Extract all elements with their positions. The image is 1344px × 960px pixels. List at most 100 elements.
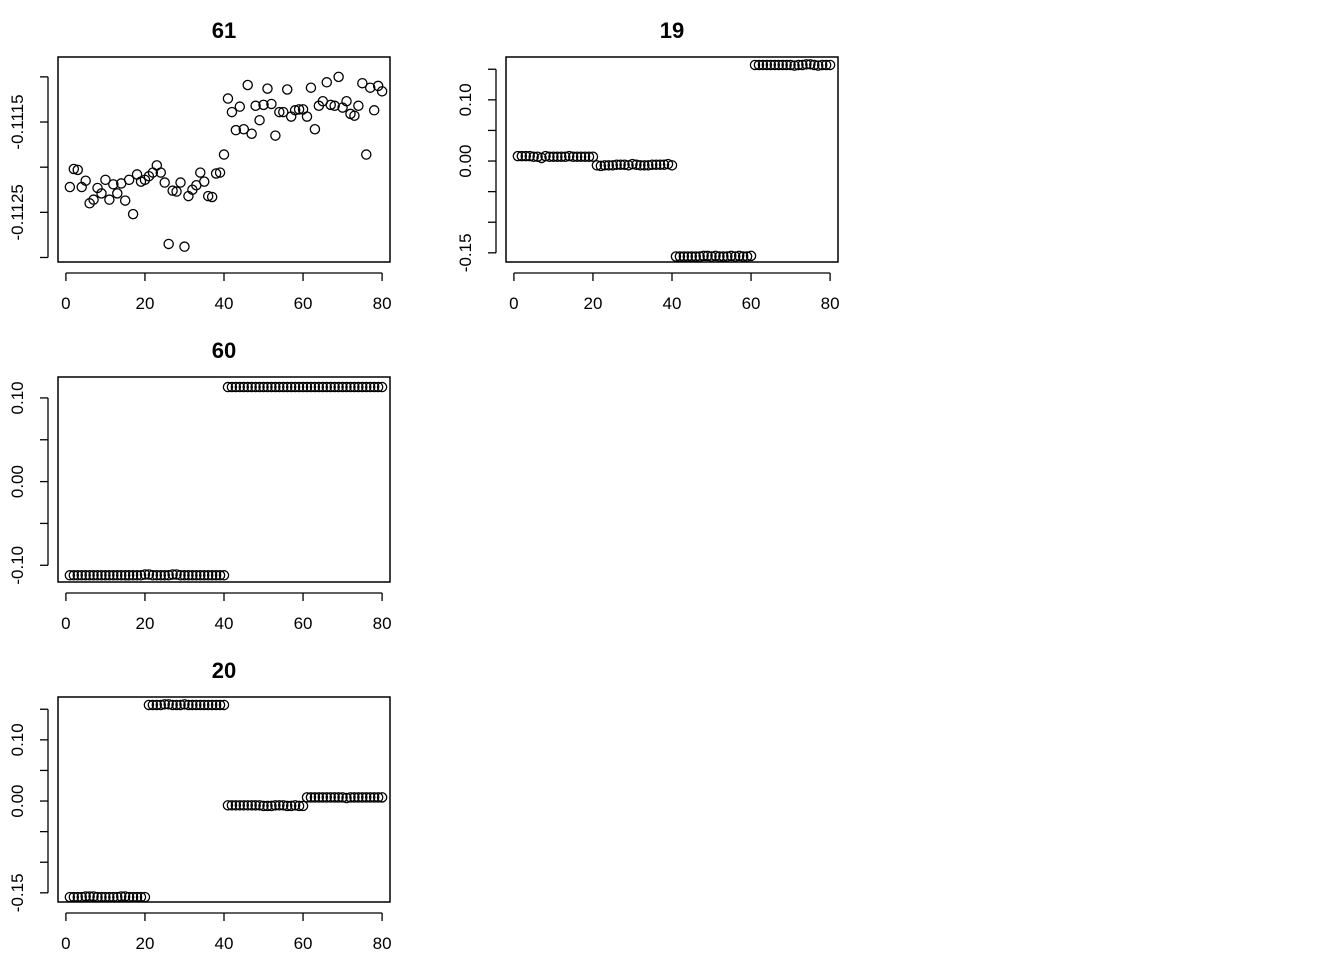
data-point: [238, 800, 250, 811]
data-point: [329, 792, 340, 803]
chart-title: 60: [212, 338, 236, 363]
data-point: [345, 792, 356, 803]
data-point: [171, 186, 182, 197]
data-point: [349, 381, 360, 393]
data-point: [139, 569, 151, 580]
data-point: [289, 381, 301, 393]
data-point: [171, 569, 182, 580]
x-tick-label: 80: [373, 614, 392, 633]
data-point: [341, 96, 352, 107]
x-tick-label: 40: [215, 614, 234, 633]
data-point: [143, 569, 155, 580]
data-point: [266, 381, 277, 393]
data-point: [222, 93, 234, 104]
data-point: [258, 99, 269, 111]
data-point: [112, 891, 123, 903]
data-point: [115, 891, 127, 902]
data-point: [544, 151, 555, 162]
y-tick-label: 0.10: [8, 381, 27, 414]
data-point: [289, 800, 301, 811]
chart-title: 20: [212, 658, 236, 683]
data-point: [820, 59, 832, 71]
chart-title: 19: [660, 18, 684, 43]
data-point: [278, 800, 289, 811]
data-point: [512, 150, 524, 162]
data-point: [611, 159, 622, 170]
data-point: [781, 59, 792, 71]
data-point: [368, 105, 380, 116]
data-point: [599, 160, 611, 171]
y-tick-label: 0.00: [8, 784, 27, 817]
data-point: [214, 570, 226, 581]
data-point: [658, 159, 670, 170]
data-point: [579, 151, 591, 162]
data-point: [167, 699, 178, 711]
data-point: [603, 160, 615, 171]
data-point: [321, 792, 333, 803]
data-point: [234, 800, 246, 811]
data-point: [258, 381, 269, 393]
data-point: [167, 185, 178, 196]
data-point: [147, 570, 159, 581]
data-point: [773, 59, 784, 71]
data-point: [619, 159, 630, 170]
y-tick-label: -0.15: [8, 873, 27, 912]
data-point: [670, 251, 682, 262]
data-point: [266, 800, 277, 812]
data-point: [364, 82, 376, 93]
x-tick-label: 60: [294, 294, 313, 313]
data-point: [583, 151, 595, 162]
data-point: [372, 792, 384, 803]
data-point: [175, 570, 186, 581]
data-point: [179, 570, 190, 581]
data-point: [210, 168, 222, 179]
data-point: [293, 104, 305, 115]
data-point: [183, 699, 194, 711]
data-point: [812, 60, 824, 71]
data-point: [325, 792, 336, 803]
data-point: [297, 381, 309, 393]
x-tick-label: 60: [742, 294, 761, 313]
data-point: [246, 800, 257, 811]
data-point: [824, 59, 836, 71]
data-point: [325, 99, 336, 111]
data-point: [214, 167, 226, 178]
data-point: [163, 699, 174, 710]
data-point: [76, 891, 87, 903]
data-point: [376, 792, 388, 803]
data-point: [242, 79, 253, 91]
data-point: [329, 381, 340, 393]
data-point: [726, 250, 737, 262]
data-point: [100, 891, 111, 903]
data-point: [321, 381, 333, 393]
data-point: [230, 800, 242, 811]
plot-frame: [505, 56, 839, 263]
data-point: [210, 570, 222, 581]
data-point: [100, 174, 111, 186]
data-point: [64, 181, 76, 193]
data-point: [210, 699, 222, 711]
data-point: [372, 381, 384, 393]
data-point: [183, 570, 194, 581]
data-point: [108, 179, 119, 190]
x-tick-label: 20: [135, 294, 154, 313]
data-point: [96, 891, 107, 903]
x-tick-label: 40: [663, 294, 682, 313]
y-tick-label: -0.10: [8, 546, 27, 585]
data-point: [115, 570, 127, 581]
data-point: [361, 149, 372, 160]
data-point: [741, 251, 753, 262]
data-point: [238, 381, 250, 393]
data-point: [76, 570, 87, 581]
data-point: [262, 381, 273, 393]
data-point: [64, 891, 76, 903]
data-point: [301, 792, 313, 803]
data-point: [80, 175, 91, 186]
data-point: [135, 891, 147, 903]
data-point: [163, 570, 174, 581]
data-point: [250, 800, 261, 811]
data-point: [281, 381, 293, 393]
data-point: [560, 151, 571, 162]
data-point: [801, 59, 812, 70]
data-point: [202, 699, 214, 711]
